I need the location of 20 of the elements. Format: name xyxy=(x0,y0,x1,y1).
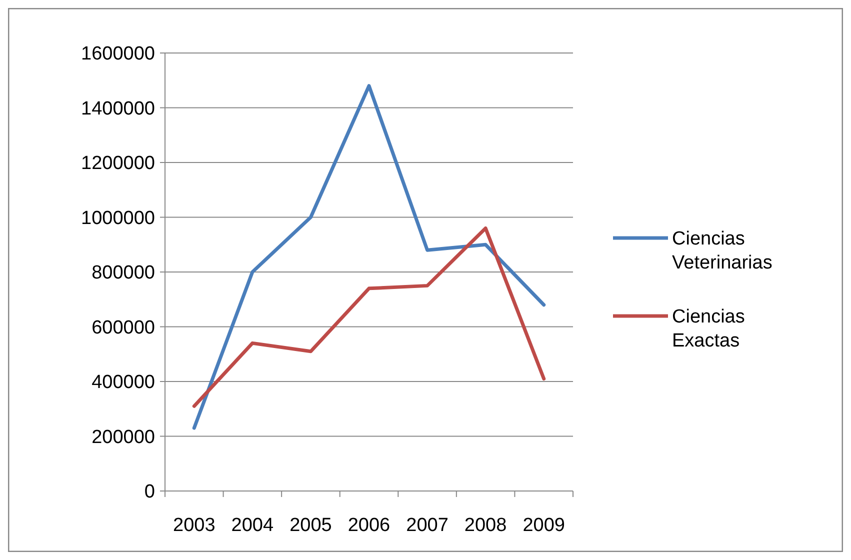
y-tick-label: 1000000 xyxy=(81,208,155,229)
x-tick-label: 2004 xyxy=(231,515,274,536)
y-tick-label: 800000 xyxy=(92,262,155,284)
y-tick-label: 400000 xyxy=(92,372,155,394)
y-tick-label: 0 xyxy=(144,482,155,503)
line-series xyxy=(192,84,546,430)
x-tick-label: 2008 xyxy=(464,515,507,536)
x-tick-label: 2009 xyxy=(522,515,565,536)
legend-label: Ciencias Exactas xyxy=(672,306,745,352)
y-tick-label: 1600000 xyxy=(81,44,155,65)
y-tick-label: 1200000 xyxy=(81,153,155,174)
legend-label: Ciencias Veterinarias xyxy=(672,228,772,274)
x-tick-label: 2005 xyxy=(290,515,332,536)
x-tick-label: 2007 xyxy=(406,515,448,536)
y-tick-label: 600000 xyxy=(92,317,155,338)
y-tick-label: 200000 xyxy=(92,426,155,448)
x-tick-label: 2003 xyxy=(173,515,216,536)
x-tick-label: 2006 xyxy=(348,515,390,536)
line-series xyxy=(192,226,546,408)
y-tick-label: 1400000 xyxy=(81,98,155,120)
